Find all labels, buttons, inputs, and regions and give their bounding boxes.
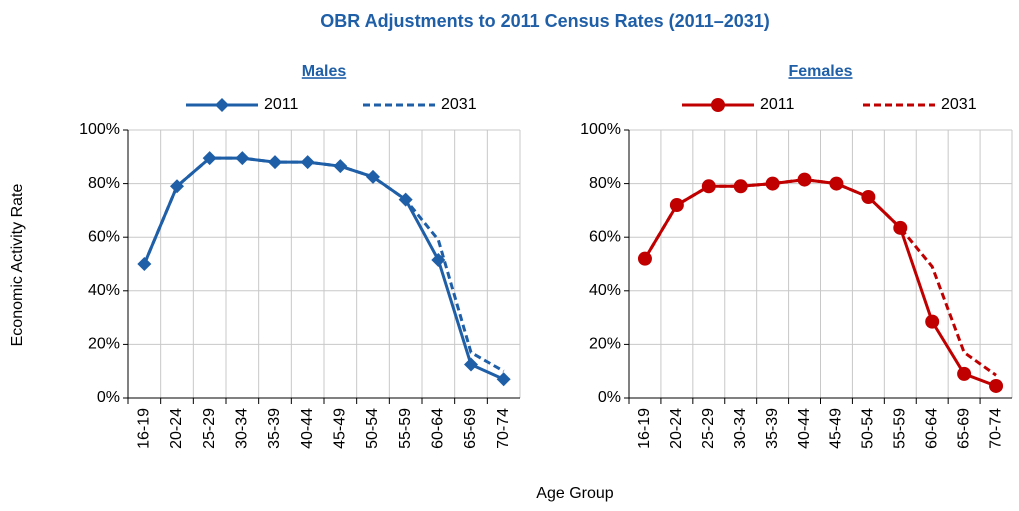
legend-label: 2031: [441, 96, 477, 113]
marker: [235, 151, 250, 166]
x-tick-label: 30-34: [732, 408, 749, 449]
x-tick-label: 35-39: [764, 408, 781, 449]
marker: [637, 251, 652, 266]
marker: [925, 314, 940, 329]
marker: [202, 151, 217, 166]
x-tick-label: 45-49: [332, 408, 349, 449]
y-tick-label: 100%: [580, 121, 621, 138]
marker: [268, 155, 282, 170]
y-axis-label: Economic Activity Rate: [9, 184, 26, 347]
marker: [861, 190, 876, 204]
y-tick-label: 0%: [97, 389, 120, 406]
y-tick-label: 20%: [589, 336, 621, 353]
y-tick-label: 60%: [88, 228, 120, 245]
marker: [300, 155, 315, 170]
panel-title: Males: [302, 63, 347, 80]
x-tick-label: 70-74: [495, 408, 512, 449]
marker: [989, 378, 1004, 393]
y-tick-label: 0%: [598, 389, 621, 406]
panel-title: Females: [788, 63, 852, 80]
legend-marker: [215, 98, 229, 112]
y-tick-label: 60%: [589, 228, 621, 245]
x-tick-label: 16-19: [636, 408, 653, 449]
x-tick-label: 40-44: [299, 408, 316, 449]
x-tick-label: 65-69: [955, 408, 972, 449]
y-tick-label: 80%: [88, 175, 120, 192]
legend-label: 2011: [264, 96, 299, 113]
marker: [765, 176, 780, 191]
x-tick-label: 35-39: [266, 408, 283, 449]
line-series: [142, 156, 505, 381]
legend-label: 2011: [760, 96, 795, 113]
legend-label: 2031: [941, 96, 977, 113]
x-tick-label: 50-54: [860, 408, 877, 449]
marker: [170, 179, 184, 194]
y-tick-label: 100%: [79, 121, 120, 138]
chart-title: OBR Adjustments to 2011 Census Rates (20…: [320, 11, 770, 31]
x-tick-label: 30-34: [234, 408, 251, 449]
marker: [797, 172, 812, 187]
marker: [733, 179, 748, 194]
x-tick-label: 25-29: [700, 408, 717, 449]
y-tick-label: 20%: [88, 336, 120, 353]
x-tick-label: 20-24: [168, 408, 185, 449]
marker: [398, 192, 413, 207]
marker: [137, 257, 152, 271]
x-tick-label: 50-54: [364, 408, 381, 449]
y-tick-label: 40%: [88, 282, 120, 299]
marker: [701, 179, 716, 194]
marker: [829, 176, 844, 191]
x-tick-label: 70-74: [987, 408, 1004, 449]
x-tick-label: 25-29: [201, 408, 218, 449]
marker: [464, 357, 478, 372]
marker: [669, 198, 684, 213]
marker: [431, 252, 446, 267]
legend-marker: [711, 98, 725, 112]
x-tick-label: 16-19: [136, 408, 153, 449]
x-tick-label: 55-59: [892, 408, 909, 449]
y-tick-label: 80%: [589, 175, 621, 192]
x-tick-label: 60-64: [923, 408, 940, 449]
x-tick-label: 55-59: [397, 408, 414, 449]
marker: [893, 220, 908, 235]
marker: [366, 169, 380, 184]
marker: [957, 366, 972, 381]
marker: [333, 159, 348, 174]
x-tick-label: 65-69: [462, 408, 479, 449]
marker: [496, 372, 511, 387]
x-tick-label: 60-64: [430, 408, 447, 449]
x-axis-label: Age Group: [536, 485, 613, 502]
y-tick-label: 40%: [589, 282, 621, 299]
x-tick-label: 20-24: [668, 408, 685, 449]
x-tick-label: 45-49: [828, 408, 845, 449]
x-tick-label: 40-44: [796, 408, 813, 449]
